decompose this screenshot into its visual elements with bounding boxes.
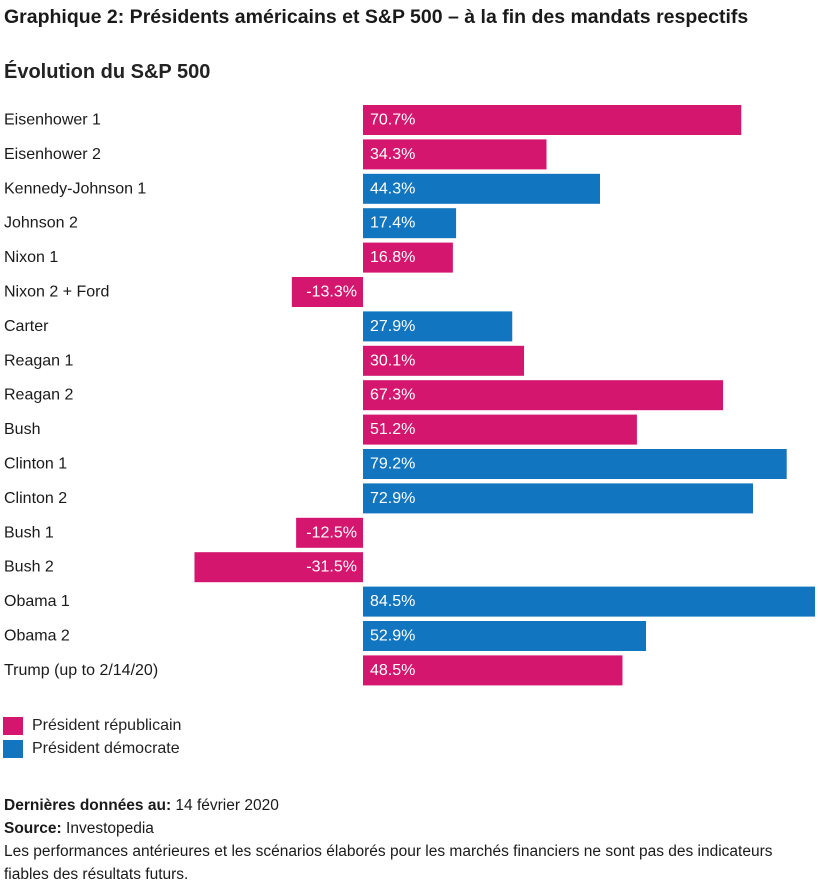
category-label: Bush 1 <box>4 524 54 541</box>
legend-item-democrat: Président démocrate <box>3 737 181 760</box>
disclaimer: Les performances antérieures et les scén… <box>4 843 773 883</box>
source-line: Source: Investopedia <box>4 817 804 840</box>
bar <box>363 208 457 239</box>
category-label: Nixon 2 + Ford <box>4 284 109 301</box>
category-label: Nixon 1 <box>4 249 58 266</box>
category-label: Obama 2 <box>4 628 70 645</box>
category-label: Kennedy-Johnson 1 <box>4 180 146 197</box>
value-label: 72.9% <box>370 490 415 507</box>
bar <box>291 277 363 307</box>
bar <box>363 483 754 514</box>
value-label: 70.7% <box>370 112 415 129</box>
value-label: 27.9% <box>370 318 415 335</box>
category-label: Eisenhower 1 <box>4 112 101 129</box>
category-label: Johnson 2 <box>4 215 78 232</box>
bar <box>194 552 363 583</box>
bar-chart: Eisenhower 1 70.7% Eisenhower 2 34.3% Kenned… <box>4 105 816 686</box>
bar <box>363 655 623 686</box>
chart-subtitle: Évolution du S&P 500 <box>4 61 211 83</box>
bar <box>363 139 547 170</box>
category-label: Carter <box>4 318 49 335</box>
bar <box>363 173 601 204</box>
value-label: 79.2% <box>370 456 415 473</box>
legend-label-democrat: Président démocrate <box>32 739 180 757</box>
bar <box>363 105 742 135</box>
legend-swatch-democrat <box>3 739 23 758</box>
source-label: Source: <box>4 820 62 837</box>
value-label: 84.5% <box>370 593 415 610</box>
bar <box>296 517 363 548</box>
legend-label-republican: Président républicain <box>32 716 182 734</box>
category-label: Bush 2 <box>4 559 54 576</box>
value-label: -13.3% <box>306 284 357 301</box>
bar <box>363 242 453 273</box>
source-value: Investopedia <box>66 820 154 837</box>
category-label: Clinton 1 <box>4 456 67 473</box>
chart-title: Graphique 2: Présidents américains et S&… <box>4 6 749 28</box>
bar <box>363 449 787 479</box>
legend-item-republican: Président républicain <box>3 714 181 737</box>
last-data-label: Dernières données au: <box>4 797 172 814</box>
legend: Président républicain Président démocrat… <box>3 714 181 760</box>
category-label: Obama 1 <box>4 593 70 610</box>
category-label: Clinton 2 <box>4 490 67 507</box>
category-label: Trump (up to 2/14/20) <box>4 662 158 679</box>
category-label: Bush <box>4 421 40 438</box>
footer: Dernières données au: 14 février 2020 So… <box>4 794 804 886</box>
last-data-value: 14 février 2020 <box>175 797 279 814</box>
bar <box>363 345 525 376</box>
value-label: 30.1% <box>370 352 415 369</box>
bar <box>363 621 647 651</box>
last-data-line: Dernières données au: 14 février 2020 <box>4 794 804 817</box>
bar <box>363 380 724 411</box>
bar <box>363 311 513 342</box>
value-label: -12.5% <box>306 524 357 541</box>
category-label: Eisenhower 2 <box>4 146 101 163</box>
value-label: 67.3% <box>370 387 415 404</box>
value-label: 44.3% <box>370 180 415 197</box>
legend-swatch-republican <box>3 716 23 735</box>
value-label: -31.5% <box>306 559 357 576</box>
value-label: 52.9% <box>370 628 415 645</box>
value-label: 16.8% <box>370 249 415 266</box>
value-label: 51.2% <box>370 421 415 438</box>
value-label: 17.4% <box>370 215 415 232</box>
category-label: Reagan 2 <box>4 387 73 404</box>
bar <box>363 414 637 445</box>
value-label: 34.3% <box>370 146 415 163</box>
value-label: 48.5% <box>370 662 415 679</box>
bar <box>363 586 816 617</box>
category-label: Reagan 1 <box>4 352 73 369</box>
